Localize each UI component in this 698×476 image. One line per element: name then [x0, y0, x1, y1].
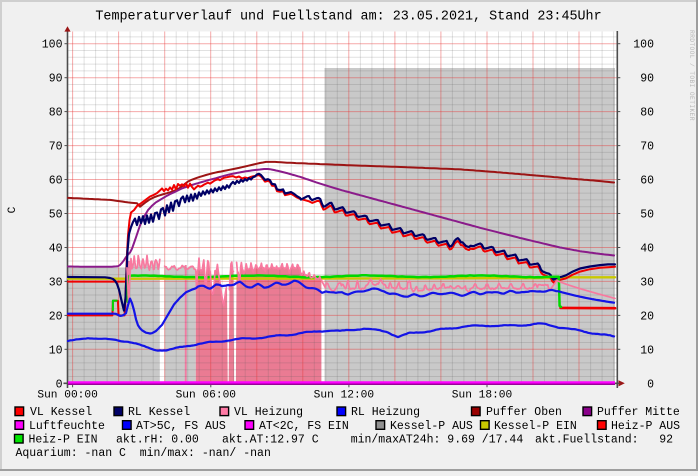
svg-text:Kessel-P AUS: Kessel-P AUS [390, 420, 473, 433]
svg-text:VL Kessel: VL Kessel [30, 406, 92, 419]
svg-text:10: 10 [640, 344, 654, 357]
svg-text:Sun 06:00: Sun 06:00 [176, 390, 237, 402]
svg-text:AT<2C, FS EIN: AT<2C, FS EIN [259, 420, 349, 433]
svg-text:C: C [7, 206, 19, 213]
svg-text:AT>5C, FS AUS: AT>5C, FS AUS [136, 420, 226, 433]
svg-text:Puffer Oben: Puffer Oben [486, 406, 562, 419]
svg-text:70: 70 [49, 141, 63, 154]
svg-text:RL Kessel: RL Kessel [128, 406, 190, 419]
svg-text:Sun 12:00: Sun 12:00 [314, 390, 375, 402]
svg-text:40: 40 [640, 242, 654, 255]
svg-text:30: 30 [640, 276, 654, 289]
svg-text:40: 40 [49, 242, 63, 255]
svg-text:akt.rH: 0.00: akt.rH: 0.00 [116, 434, 199, 447]
svg-text:akt.Fuellstand: 92: akt.Fuellstand: 92 [535, 434, 673, 447]
svg-text:70: 70 [640, 141, 654, 154]
svg-text:100: 100 [42, 39, 63, 52]
svg-text:Puffer Mitte: Puffer Mitte [597, 406, 680, 419]
svg-text:60: 60 [640, 175, 654, 188]
svg-text:20: 20 [640, 310, 654, 323]
svg-text:50: 50 [640, 209, 654, 222]
svg-text:RL Heizung: RL Heizung [351, 406, 420, 419]
svg-text:30: 30 [49, 276, 63, 289]
svg-text:90: 90 [49, 73, 63, 86]
svg-text:50: 50 [49, 209, 63, 222]
svg-text:80: 80 [49, 107, 63, 120]
svg-text:Sun 18:00: Sun 18:00 [452, 390, 513, 402]
svg-text:60: 60 [49, 175, 63, 188]
svg-text:VL Heizung: VL Heizung [234, 406, 303, 419]
svg-text:Luftfeuchte: Luftfeuchte [29, 420, 105, 433]
svg-text:0: 0 [56, 378, 63, 391]
svg-text:80: 80 [640, 107, 654, 120]
svg-text:20: 20 [49, 310, 63, 323]
svg-text:10: 10 [49, 344, 63, 357]
svg-text:Temperaturverlauf und Fuellsta: Temperaturverlauf und Fuellstand am: 23.… [95, 10, 601, 25]
svg-text:Heiz-P EIN: Heiz-P EIN [29, 434, 98, 447]
svg-text:min/maxAT24h: 9.69 /17.44: min/maxAT24h: 9.69 /17.44 [351, 434, 524, 447]
svg-text:0: 0 [647, 378, 654, 391]
svg-text:Aquarium: -nan C min/max: -na: Aquarium: -nan C min/max: -nan/ -nan [16, 447, 271, 460]
svg-text:RRDTOOL / TOBI OETIKER: RRDTOOL / TOBI OETIKER [688, 30, 695, 121]
svg-text:Kessel-P EIN: Kessel-P EIN [494, 420, 577, 433]
svg-text:Heiz-P AUS: Heiz-P AUS [611, 420, 680, 433]
svg-text:100: 100 [633, 39, 654, 52]
svg-text:Sun 00:00: Sun 00:00 [37, 390, 98, 402]
svg-text:akt.AT:12.97 C: akt.AT:12.97 C [222, 434, 319, 447]
svg-text:90: 90 [640, 73, 654, 86]
